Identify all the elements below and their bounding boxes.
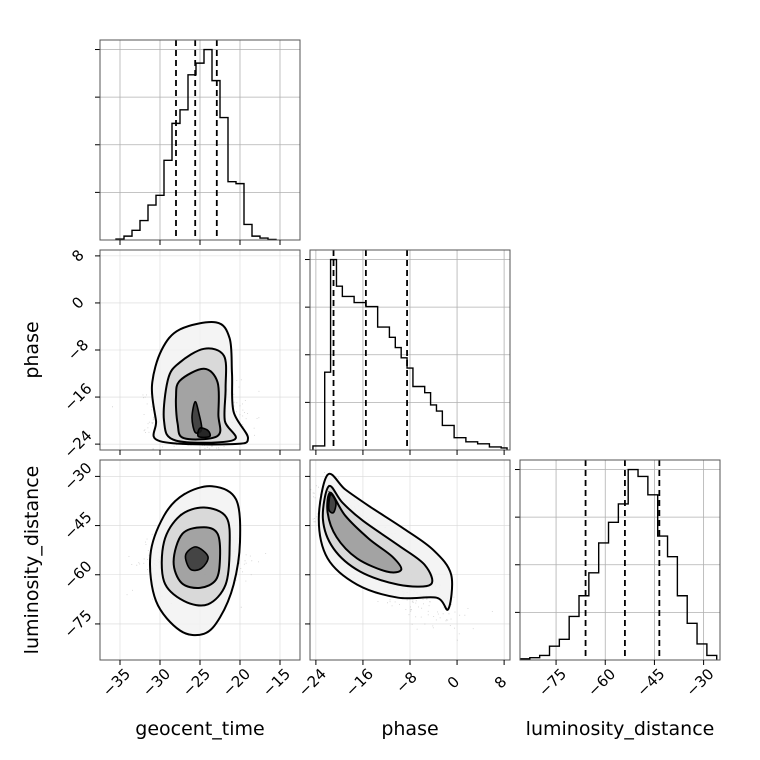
xtick-label-phase-4: 8 (491, 673, 510, 692)
panel-2d-geocent_time-luminosity_distance (100, 460, 300, 660)
contour-50pct (326, 491, 403, 574)
contour-50pct (174, 367, 222, 441)
hist-luminosity_distance-frame (519, 459, 721, 661)
xtick-label-phase-3: 0 (444, 673, 463, 692)
ytick-label-luminosity_distance-1: −60 (60, 557, 95, 592)
xtick-label-luminosity_distance-1: −60 (584, 665, 619, 700)
xtick-label-phase-2: −8 (392, 668, 420, 696)
histogram-luminosity_distance (520, 468, 718, 660)
xtick-label-geocent_time-3: −20 (219, 665, 254, 700)
histogram-phase (312, 258, 508, 450)
xtick-label-luminosity_distance-3: −30 (683, 665, 718, 700)
hist-panel-phase (305, 250, 510, 450)
xtick-label-geocent_time-0: −35 (99, 665, 134, 700)
ytick-label-phase-1: −16 (60, 380, 95, 415)
contour-dense (196, 426, 212, 439)
xlabel-phase: phase (381, 718, 438, 740)
xtick-label-phase-1: −16 (342, 665, 377, 700)
ytick-label-luminosity_distance-3: −30 (60, 459, 95, 494)
ytick-label-phase-0: −24 (60, 427, 95, 462)
xtick-label-phase-0: −24 (295, 665, 330, 700)
ylabel-phase: phase (21, 321, 43, 378)
hist-panel-luminosity_distance (515, 460, 720, 660)
xtick-label-luminosity_distance-0: −75 (535, 665, 570, 700)
ytick-label-phase-2: −8 (64, 336, 92, 364)
hist-panel-geocent_time (95, 40, 300, 240)
contour-inner (327, 493, 337, 514)
ylabel-luminosity-distance: luminosity_distance (21, 466, 43, 655)
contour-inner (184, 546, 209, 572)
contour-80pct (321, 484, 434, 588)
ytick-label-luminosity_distance-2: −45 (60, 508, 95, 543)
xlabel-luminosity-distance: luminosity_distance (526, 718, 715, 740)
xtick-label-geocent_time-2: −25 (179, 665, 214, 700)
ytick-label-luminosity_distance-0: −75 (60, 606, 95, 641)
panel-2d-geocent_time-phase (100, 250, 300, 450)
xtick-label-geocent_time-1: −30 (139, 665, 174, 700)
panel-2d-phase-luminosity_distance (310, 460, 510, 660)
histogram-geocent_time (115, 48, 277, 240)
ytick-label-phase-4: 8 (68, 246, 87, 265)
ytick-label-phase-3: 0 (68, 293, 87, 312)
xlabel-geocent-time: geocent_time (135, 718, 264, 740)
xtick-label-luminosity_distance-2: −45 (633, 665, 668, 700)
xtick-label-geocent_time-4: −15 (259, 665, 294, 700)
